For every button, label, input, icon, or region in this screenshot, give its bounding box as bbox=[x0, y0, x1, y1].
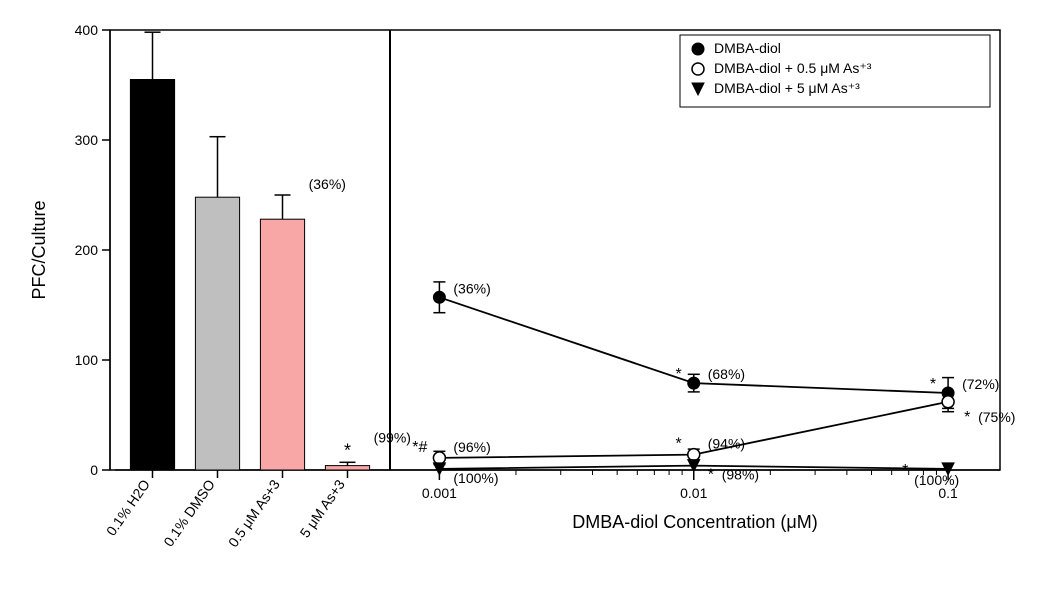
point-pct-label: (96%) bbox=[453, 439, 490, 455]
point-pct-label: (72%) bbox=[962, 376, 999, 392]
significance-mark: * bbox=[902, 462, 908, 479]
significance-mark: * bbox=[708, 467, 714, 484]
point-pct-label: (100%) bbox=[453, 470, 498, 486]
marker-circle-open bbox=[688, 449, 700, 461]
point-pct-label: (94%) bbox=[708, 436, 745, 452]
x-tick-label: 0.001 bbox=[422, 485, 457, 501]
y-tick-label: 200 bbox=[75, 242, 99, 258]
bar-category-label: 5 μM As+3 bbox=[297, 476, 349, 540]
x-tick-label: 0.01 bbox=[680, 485, 707, 501]
y-tick-label: 100 bbox=[75, 352, 99, 368]
bar-pct-label: (99%) bbox=[374, 430, 411, 446]
point-pct-label: (36%) bbox=[453, 280, 490, 296]
combined-chart: 0 100 200 300 400 PFC/Culture 0.1% H2O0.1% DMS… bbox=[0, 0, 1050, 592]
significance-mark: * bbox=[930, 376, 936, 393]
bar bbox=[325, 466, 369, 470]
legend-label: DMBA-diol + 5 μM As⁺³ bbox=[714, 80, 860, 96]
point-pct-label: (100%) bbox=[914, 472, 959, 488]
legend-label: DMBA-diol + 0.5 μM As⁺³ bbox=[714, 60, 872, 76]
point-pct-label: (98%) bbox=[722, 467, 759, 483]
y-axis-title: PFC/Culture bbox=[29, 200, 49, 299]
bar bbox=[195, 197, 239, 470]
significance-mark: * bbox=[676, 366, 682, 383]
bar-category-label: 0.5 μM As+3 bbox=[225, 476, 283, 550]
x-axis-title: DMBA-diol Concentration (μM) bbox=[572, 512, 817, 532]
point-pct-label: (68%) bbox=[708, 366, 745, 382]
bar bbox=[130, 80, 174, 471]
y-tick-label: 0 bbox=[90, 462, 98, 478]
bar bbox=[260, 219, 304, 470]
y-tick-label: 400 bbox=[75, 22, 99, 38]
significance-star: * bbox=[344, 440, 351, 460]
bar-pct-label: (36%) bbox=[309, 176, 346, 192]
legend-label: DMBA-diol bbox=[714, 40, 781, 56]
y-tick-label: 300 bbox=[75, 132, 99, 148]
significance-mark: * bbox=[964, 409, 970, 426]
marker-circle-open bbox=[433, 452, 445, 464]
bar-category-label: 0.1% DMSO bbox=[160, 476, 218, 549]
bar-category-label: 0.1% H2O bbox=[103, 476, 153, 538]
marker-circle-filled bbox=[692, 43, 704, 55]
marker-circle-open bbox=[942, 396, 954, 408]
marker-circle-filled bbox=[688, 377, 700, 389]
significance-mark: *# bbox=[412, 439, 427, 456]
significance-mark: * bbox=[676, 436, 682, 453]
marker-circle-open bbox=[692, 63, 704, 75]
point-pct-label: (75%) bbox=[978, 409, 1015, 425]
marker-circle-filled bbox=[433, 291, 445, 303]
